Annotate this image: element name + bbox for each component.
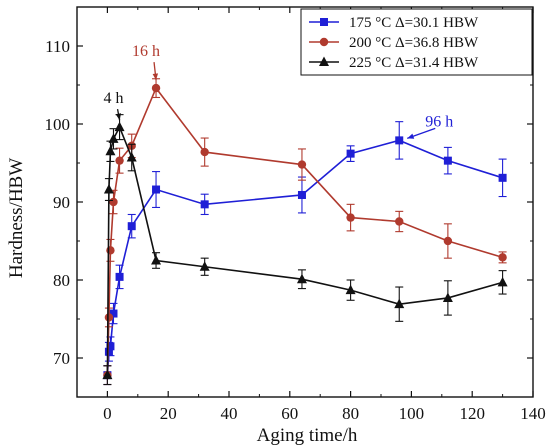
x-tick-label: 80 [342, 404, 359, 423]
data-point [105, 145, 116, 156]
series-3 [102, 114, 508, 386]
annotation-label: 4 h [104, 90, 124, 107]
data-point [395, 217, 404, 226]
data-point [109, 309, 118, 318]
annotation-arrowhead [152, 73, 159, 81]
legend-label: 175 °C Δ=30.1 HBW [349, 15, 479, 31]
legend-box [300, 8, 533, 76]
y-tick-label: 90 [53, 193, 70, 212]
legend-marker [319, 56, 329, 66]
axis-ticks: 0 20 40 60 80 100 120 140 70 80 90 100 110 [45, 6, 546, 423]
data-point [104, 347, 113, 356]
data-point [102, 369, 113, 380]
series-line [106, 139, 503, 376]
data-point [395, 136, 404, 145]
y-tick-label: 100 [45, 115, 71, 134]
x-tick-label: 0 [103, 404, 112, 423]
data-point [151, 83, 161, 93]
annotation-arrowhead [115, 113, 122, 121]
data-point [115, 272, 124, 281]
x-tick-label: 100 [399, 404, 425, 423]
annotation-1: 4 h [104, 90, 124, 121]
annotation-label: 96 h [425, 113, 453, 130]
legend-label: 225 °C Δ=31.4 HBW [349, 55, 479, 71]
data-point [297, 160, 307, 169]
annotation-2: 16 h [132, 43, 160, 81]
x-tick-label: 120 [459, 404, 485, 423]
y-tick-label: 70 [53, 349, 70, 368]
data-point [152, 185, 161, 194]
data-point [443, 236, 453, 246]
data-point [296, 273, 307, 284]
data-point [108, 133, 119, 143]
series-1 [103, 121, 507, 386]
data-point [200, 147, 209, 157]
x-tick-label: 40 [221, 404, 238, 423]
legend-entry-1: 175 °C Δ=30.1 HBW [309, 15, 479, 31]
data-point [346, 213, 355, 222]
data-point [297, 190, 306, 199]
x-tick-label: 60 [281, 404, 298, 423]
data-point [498, 173, 507, 182]
data-point [151, 255, 162, 265]
data-point [106, 342, 115, 351]
data-point [104, 313, 114, 322]
annotation-label: 16 h [132, 43, 160, 60]
data-point [109, 197, 118, 207]
data-point [498, 253, 507, 262]
data-point [346, 149, 355, 158]
data-point [442, 292, 453, 302]
x-tick-label: 20 [160, 404, 177, 423]
data-point [126, 152, 137, 162]
legend-marker [320, 18, 328, 26]
legend-entry-3: 225 °C Δ=31.4 HBW [309, 55, 479, 71]
data-point [394, 298, 405, 309]
data-point [106, 246, 115, 255]
data-point [103, 184, 114, 194]
data-point [114, 121, 125, 132]
y-axis-label: Hardness/HBW [6, 158, 27, 278]
data-point [497, 276, 508, 287]
series-line [106, 86, 503, 376]
data-point [345, 284, 356, 295]
y-tick-label: 110 [45, 37, 70, 56]
legend: 175 °C Δ=30.1 HBW 200 °C Δ=36.8 HBW 225 °C… [300, 8, 533, 76]
data-point [443, 156, 452, 165]
y-tick-label: 80 [53, 271, 70, 290]
legend-entry-2: 200 °C Δ=36.8 HBW [309, 35, 479, 51]
data-point [199, 261, 210, 271]
annotation-arrowhead [407, 133, 415, 139]
x-tick-label: 140 [520, 404, 546, 423]
annotation-3: 96 h [407, 113, 453, 139]
legend-marker [319, 37, 329, 47]
legend-label: 200 °C Δ=36.8 HBW [349, 35, 479, 51]
plot-area: 4 h 16 h 96 h [76, 6, 534, 398]
x-axis-label: Aging time/h [257, 425, 358, 446]
data-point [127, 222, 136, 231]
data-point [200, 200, 209, 209]
data-point [115, 156, 124, 165]
